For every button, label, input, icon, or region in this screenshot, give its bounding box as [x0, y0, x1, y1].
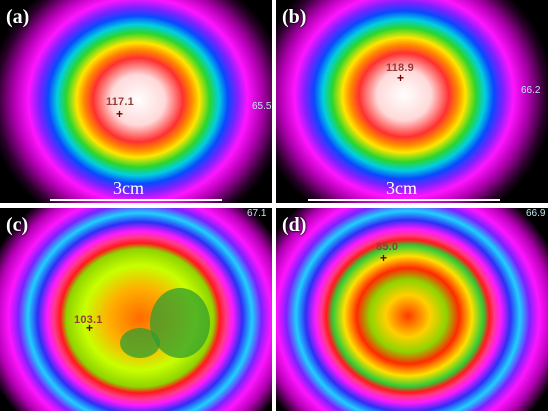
edge-temperature: 67.1 [247, 208, 267, 219]
edge-temperature: 66.9 [526, 208, 546, 219]
scale-bar [50, 199, 222, 201]
scale-label: 3cm [113, 178, 144, 198]
thermal-panel-c: (c) 103.1 + 67.1 [0, 208, 272, 411]
thermal-panel-b: (b) 118.9 + 66.2 3cm [276, 0, 548, 203]
scale-bar [308, 199, 500, 201]
crosshair-icon: + [397, 71, 405, 85]
thermal-image [0, 0, 272, 203]
crosshair-icon: + [380, 251, 388, 265]
edge-temperature: 66.2 [521, 85, 541, 96]
hotspot-temperature: 85.0 [376, 241, 399, 253]
panel-label: (a) [6, 6, 30, 28]
thermal-image [0, 208, 272, 411]
panel-label: (c) [6, 214, 29, 236]
panel-label: (b) [282, 6, 307, 28]
panel-label: (d) [282, 214, 307, 236]
hotspot-temperature: 118.9 [386, 62, 414, 74]
hotspot-temperature: 103.1 [74, 314, 103, 326]
scale-label: 3cm [386, 178, 417, 198]
thermal-image [276, 208, 548, 411]
cool-region [150, 288, 210, 358]
crosshair-icon: + [116, 107, 124, 121]
thermal-image [276, 0, 548, 203]
edge-temperature: 65.5 [252, 101, 272, 112]
thermal-panel-d: (d) 85.0 + 66.9 [276, 208, 548, 411]
thermal-panel-a: (a) 117.1 + 65.5 3cm [0, 0, 272, 203]
crosshair-icon: + [86, 321, 94, 335]
cool-region [120, 328, 160, 358]
hotspot-temperature: 117.1 [106, 96, 134, 108]
